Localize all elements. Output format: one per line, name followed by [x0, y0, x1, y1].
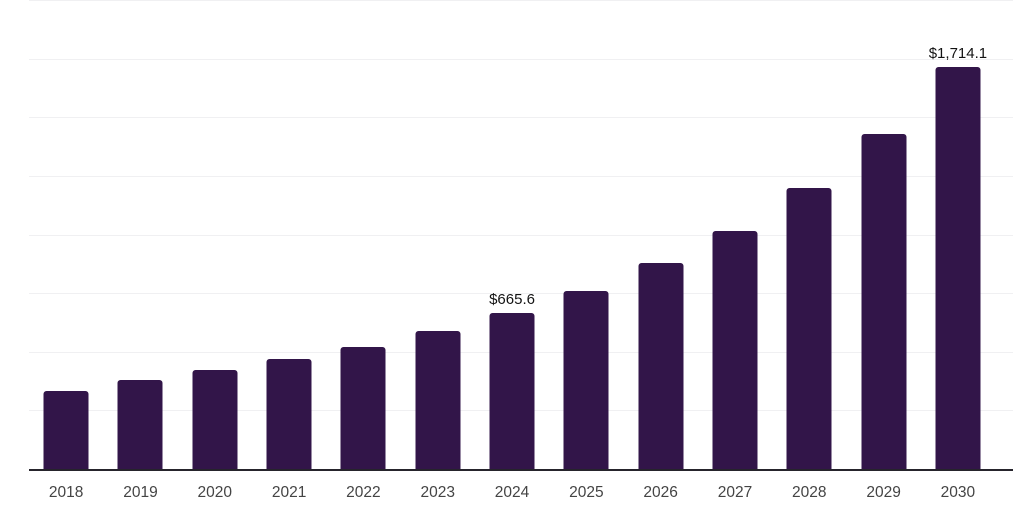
bar-slot	[846, 0, 920, 469]
bar	[340, 346, 386, 469]
x-tick-label: 2028	[792, 484, 827, 501]
bar	[861, 133, 907, 469]
bar-slot	[549, 0, 623, 469]
x-tick-label: 2025	[569, 484, 604, 501]
x-axis-line	[29, 469, 1013, 471]
x-tick-label: 2019	[123, 484, 158, 501]
bar	[192, 369, 238, 469]
bar	[786, 187, 832, 469]
bar	[266, 358, 312, 469]
grid-line	[29, 293, 1013, 295]
bar-slot	[401, 0, 475, 469]
bar-slot	[29, 0, 103, 469]
bar-slot	[103, 0, 177, 469]
plot-area: $665.6 $1,714.1	[29, 0, 1013, 471]
x-tick-label: 2029	[866, 484, 901, 501]
bar	[712, 231, 758, 469]
x-tick-label: 2023	[420, 484, 455, 501]
x-tick-label: 2027	[717, 484, 753, 501]
bar-slot	[178, 0, 252, 469]
data-label: $1,714.1	[928, 45, 988, 62]
x-tick-label: 2024	[494, 484, 530, 501]
grid-line	[29, 0, 1013, 1]
grid-line	[29, 234, 1013, 236]
x-tick-label: 2026	[643, 484, 678, 501]
grid-line	[29, 175, 1013, 177]
bar	[935, 67, 981, 469]
x-axis-labels: 2018 2019 2020 2021 2022 2023 2024 2025 2026 2027…	[29, 483, 995, 503]
x-tick-label: 2021	[271, 484, 307, 501]
bar-slot	[772, 0, 846, 469]
x-tick-label: 2022	[346, 484, 381, 501]
bar-slot	[698, 0, 772, 469]
bar-slot: $1,714.1	[921, 0, 995, 469]
bar-slot	[624, 0, 698, 469]
bar	[563, 290, 609, 469]
bar	[415, 330, 461, 469]
grid-line	[29, 58, 1013, 60]
bar	[117, 380, 163, 469]
x-tick-label: 2018	[48, 484, 84, 501]
x-tick-label: 2030	[940, 484, 976, 501]
bar	[43, 390, 89, 469]
x-tick-label: 2020	[197, 484, 233, 501]
bar-slot	[326, 0, 400, 469]
bar	[489, 312, 535, 469]
bars-container: $665.6 $1,714.1	[29, 0, 995, 469]
grid-line	[29, 117, 1013, 119]
bar	[638, 262, 684, 469]
data-label: $665.6	[489, 290, 535, 308]
bar-slot	[252, 0, 326, 469]
bar-slot: $665.6	[475, 0, 549, 469]
